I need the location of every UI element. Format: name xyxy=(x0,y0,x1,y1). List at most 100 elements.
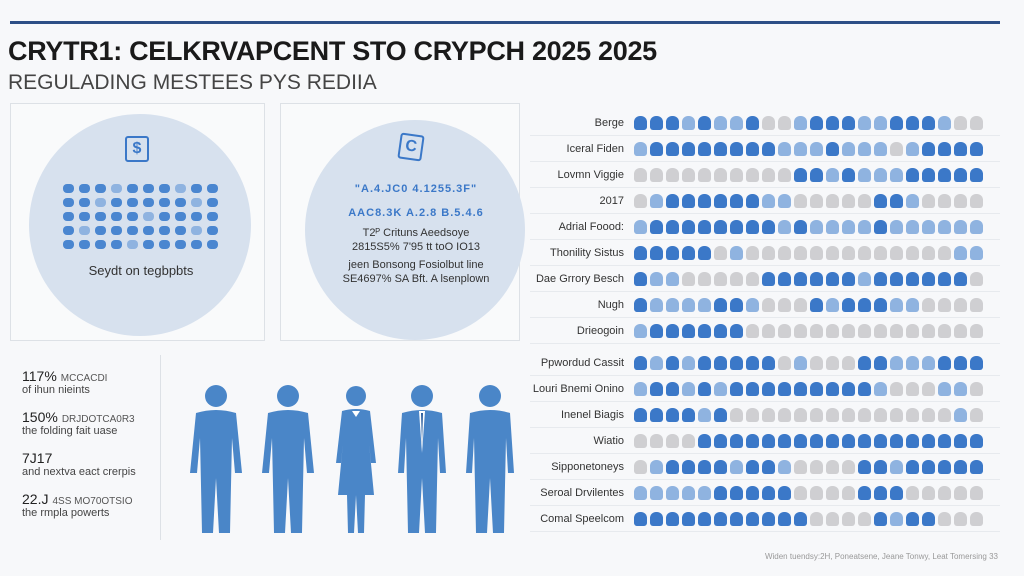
dot-icon xyxy=(175,184,186,193)
dot-icon xyxy=(127,240,138,249)
person-pictogram-icon xyxy=(762,115,775,130)
person-pictogram-icon xyxy=(970,167,983,182)
person-pictogram-icon xyxy=(922,433,935,448)
person-pictogram-icon xyxy=(890,141,903,156)
person-pictogram-icon xyxy=(938,297,951,312)
dot-icon xyxy=(191,212,202,221)
person-pictogram-icon xyxy=(714,381,727,396)
person-pictogram-icon xyxy=(906,115,919,130)
person-pictogram-icon xyxy=(682,141,695,156)
row-label: Inenel Biagis xyxy=(561,408,624,421)
person-pictogram-icon xyxy=(666,407,679,422)
person-pictogram-icon xyxy=(906,219,919,234)
person-pictogram-icon xyxy=(746,323,759,338)
person-pictogram-icon xyxy=(682,193,695,208)
row-icons xyxy=(634,323,983,338)
row-icons xyxy=(634,141,983,156)
person-pictogram-icon xyxy=(970,271,983,286)
dot-icon xyxy=(127,198,138,207)
person-pictogram-icon xyxy=(874,381,887,396)
person-icon-suit xyxy=(398,385,446,533)
person-pictogram-icon xyxy=(698,323,711,338)
person-pictogram-icon xyxy=(650,459,663,474)
person-pictogram-icon xyxy=(890,485,903,500)
person-pictogram-icon xyxy=(826,193,839,208)
person-pictogram-icon xyxy=(682,167,695,182)
person-pictogram-icon xyxy=(922,141,935,156)
person-icon xyxy=(466,385,514,533)
stat-item: 7J17 and nextva eact crerpis xyxy=(22,450,162,478)
person-pictogram-icon xyxy=(762,193,775,208)
dot-icon xyxy=(175,198,186,207)
person-pictogram-icon xyxy=(666,459,679,474)
dot-icon xyxy=(143,184,154,193)
person-pictogram-icon xyxy=(826,245,839,260)
row-label: 2017 xyxy=(599,194,624,207)
row-icons xyxy=(634,485,983,500)
person-pictogram-icon xyxy=(778,141,791,156)
person-pictogram-icon xyxy=(874,271,887,286)
person-pictogram-icon xyxy=(954,355,967,370)
person-pictogram-icon xyxy=(970,115,983,130)
person-pictogram-icon xyxy=(666,271,679,286)
person-pictogram-icon xyxy=(906,297,919,312)
person-pictogram-icon xyxy=(794,485,807,500)
pictogram-row: Nugh xyxy=(530,292,1000,318)
person-pictogram-icon xyxy=(810,297,823,312)
dot-icon xyxy=(159,240,170,249)
person-pictogram-icon xyxy=(650,381,663,396)
person-pictogram-icon xyxy=(778,511,791,526)
middle-blue-line-1: "A.4.JC0 4.1255.3F" xyxy=(354,183,478,195)
person-pictogram-icon xyxy=(794,271,807,286)
person-pictogram-icon xyxy=(714,141,727,156)
dot-icon xyxy=(191,198,202,207)
person-pictogram-icon xyxy=(954,115,967,130)
person-pictogram-icon xyxy=(858,167,871,182)
person-pictogram-icon xyxy=(714,193,727,208)
row-label: Seroal Drvilentes xyxy=(540,486,624,499)
person-pictogram-icon xyxy=(842,485,855,500)
pictogram-row: Wiatio xyxy=(530,428,1000,454)
person-pictogram-icon xyxy=(890,355,903,370)
person-pictogram-icon xyxy=(826,167,839,182)
dot-icon xyxy=(79,212,90,221)
person-pictogram-icon xyxy=(874,407,887,422)
person-icon xyxy=(190,385,242,533)
person-pictogram-icon xyxy=(906,511,919,526)
person-pictogram-icon xyxy=(634,193,647,208)
person-pictogram-icon xyxy=(698,167,711,182)
person-pictogram-icon xyxy=(826,511,839,526)
person-icon xyxy=(262,385,314,533)
dot-icon xyxy=(207,212,218,221)
person-pictogram-icon xyxy=(826,297,839,312)
person-pictogram-icon xyxy=(890,459,903,474)
person-pictogram-icon xyxy=(762,381,775,396)
stat-desc: the folding fait uase xyxy=(22,425,118,437)
person-pictogram-icon xyxy=(890,381,903,396)
person-pictogram-icon xyxy=(954,485,967,500)
person-pictogram-icon xyxy=(682,323,695,338)
person-pictogram-icon xyxy=(970,323,983,338)
icon-rows-bottom: Ppwordud Cassit Louri Bnemi Onino Inenel B… xyxy=(530,350,1000,532)
person-pictogram-icon xyxy=(938,271,951,286)
dot-icon xyxy=(79,240,90,249)
person-pictogram-icon xyxy=(810,245,823,260)
person-pictogram-icon xyxy=(730,245,743,260)
person-pictogram-icon xyxy=(682,245,695,260)
person-pictogram-icon xyxy=(746,297,759,312)
person-pictogram-icon xyxy=(666,219,679,234)
person-pictogram-icon xyxy=(842,355,855,370)
stat-desc: of ihun nieints xyxy=(22,384,90,396)
person-pictogram-icon xyxy=(730,485,743,500)
person-pictogram-icon xyxy=(714,219,727,234)
person-pictogram-icon xyxy=(874,167,887,182)
person-pictogram-icon xyxy=(634,271,647,286)
row-label: Sipponetoneys xyxy=(551,460,624,473)
person-pictogram-icon xyxy=(842,167,855,182)
person-pictogram-icon xyxy=(922,355,935,370)
dot-icon xyxy=(95,198,106,207)
person-pictogram-icon xyxy=(954,297,967,312)
person-pictogram-icon xyxy=(906,485,919,500)
person-pictogram-icon xyxy=(714,485,727,500)
row-icons xyxy=(634,219,983,234)
